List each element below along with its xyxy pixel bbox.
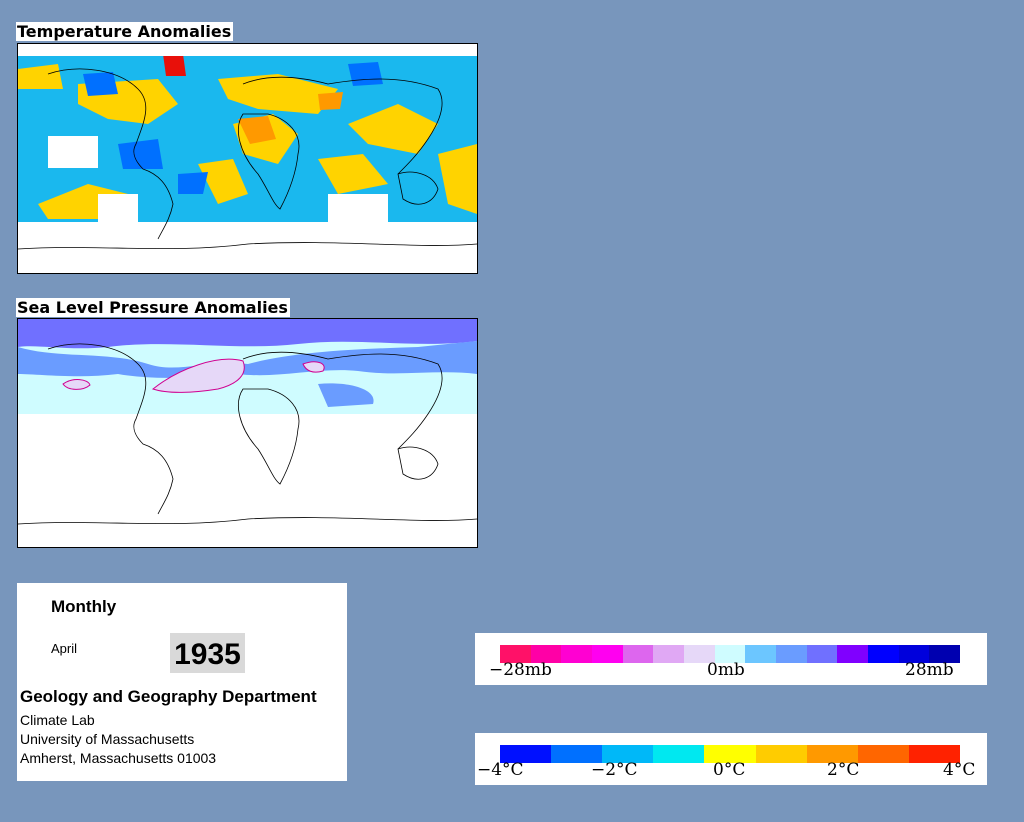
pressure-tick-min: −28mb: [489, 660, 552, 680]
pressure-tick-max: 28mb: [905, 660, 954, 680]
low-pressure-band: [18, 319, 477, 349]
high-pressure-contours: [62, 358, 325, 393]
pressure-swatch-2: [561, 645, 593, 663]
pressure-swatch-11: [837, 645, 869, 663]
coastlines: [18, 343, 477, 525]
temperature-tick-2: 2°C: [827, 760, 860, 780]
university-name: University of Massachusetts: [20, 731, 195, 747]
month-label: April: [51, 641, 78, 656]
temperature-swatch-7: [857, 745, 909, 763]
warm-anomaly-regions: [18, 64, 477, 219]
temperature-swatch-8: [908, 745, 960, 763]
pressure-swatch-10: [806, 645, 838, 663]
pressure-tick-zero: 0mb: [707, 660, 745, 680]
temperature-anomaly-map[interactable]: [17, 43, 478, 274]
pressure-anomaly-map[interactable]: [17, 318, 478, 548]
department-name: Geology and Geography Department: [20, 687, 317, 706]
pressure-swatch-14: [929, 645, 961, 663]
pressure-swatch-5: [653, 645, 685, 663]
temperature-swatch-5: [755, 745, 807, 763]
pressure-swatch-8: [745, 645, 777, 663]
pressure-legend: −28mb 0mb 28mb: [475, 633, 987, 685]
temperature-tick-zero: 0°C: [713, 760, 746, 780]
moderate-low-regions: [18, 341, 477, 407]
temperature-tick-minus2: −2°C: [591, 760, 638, 780]
lab-name: Climate Lab: [20, 712, 95, 728]
pressure-swatch-13: [898, 645, 930, 663]
pressure-map-title: Sea Level Pressure Anomalies: [16, 298, 290, 317]
no-data-regions: [18, 44, 477, 273]
period-label: Monthly: [51, 597, 117, 616]
cool-anomaly-regions: [83, 62, 383, 194]
temperature-swatch-4: [704, 745, 756, 763]
temperature-colorbar: [500, 745, 960, 763]
pressure-swatch-12: [868, 645, 899, 663]
pressure-swatch-3: [592, 645, 623, 663]
pressure-swatch-4: [622, 645, 654, 663]
pressure-swatch-6: [684, 645, 715, 663]
strong-warm-regions: [238, 92, 343, 144]
pressure-swatch-0: [500, 645, 531, 663]
pressure-swatch-9: [776, 645, 807, 663]
temperature-tick-minus4: −4°C: [477, 760, 524, 780]
temperature-map-title: Temperature Anomalies: [16, 22, 234, 41]
pressure-colorbar: [500, 645, 961, 663]
temperature-legend: −4°C −2°C 0°C 2°C 4°C: [475, 733, 987, 785]
temperature-swatch-2: [602, 745, 654, 763]
temperature-swatch-0: [500, 745, 552, 763]
hot-spot: [163, 54, 186, 76]
address: Amherst, Massachusetts 01003: [20, 750, 217, 766]
temperature-swatch-1: [551, 745, 603, 763]
temperature-tick-4: 4°C: [943, 760, 976, 780]
temperature-swatch-6: [806, 745, 858, 763]
pressure-swatch-1: [530, 645, 562, 663]
year-display: 1935: [170, 633, 245, 673]
temperature-swatch-3: [653, 745, 705, 763]
pressure-swatch-7: [714, 645, 746, 663]
info-panel: Monthly April 1935 Geology and Geography…: [17, 583, 347, 781]
coastlines: [18, 68, 477, 250]
